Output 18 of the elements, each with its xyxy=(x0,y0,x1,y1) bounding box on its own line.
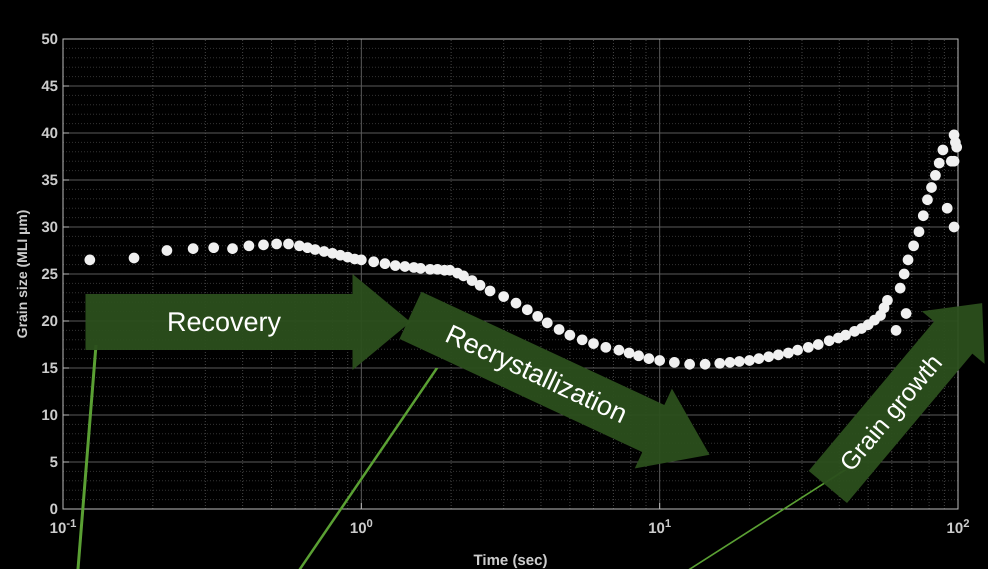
y-tick-label: 10 xyxy=(41,406,58,424)
y-tick-label: 20 xyxy=(41,312,58,330)
y-tick-label: 35 xyxy=(41,172,58,189)
y-tick-label: 50 xyxy=(41,30,58,48)
y-tick-label: 30 xyxy=(41,218,58,236)
x-tick-label: 10$^{1}$ xyxy=(648,518,672,537)
x-tick-label: 10$^{0}$ xyxy=(350,518,373,537)
y-axis-title: Grain size (MLI µm) xyxy=(14,210,30,338)
x-tick-label: 10$^{2}$ xyxy=(946,518,970,537)
x-axis-title: Time (sec) xyxy=(474,552,548,569)
y-tick-label: 15 xyxy=(41,360,58,377)
annotation: Recovery xyxy=(166,307,282,337)
y-tick-label: 25 xyxy=(41,266,58,283)
y-tick-label: 5 xyxy=(50,454,58,471)
y-tick-label: 40 xyxy=(41,124,58,142)
y-tick-label: 45 xyxy=(41,78,58,95)
x-tick-label: 10$^{-1}$ xyxy=(50,518,76,537)
y-tick-label: 0 xyxy=(50,500,58,518)
